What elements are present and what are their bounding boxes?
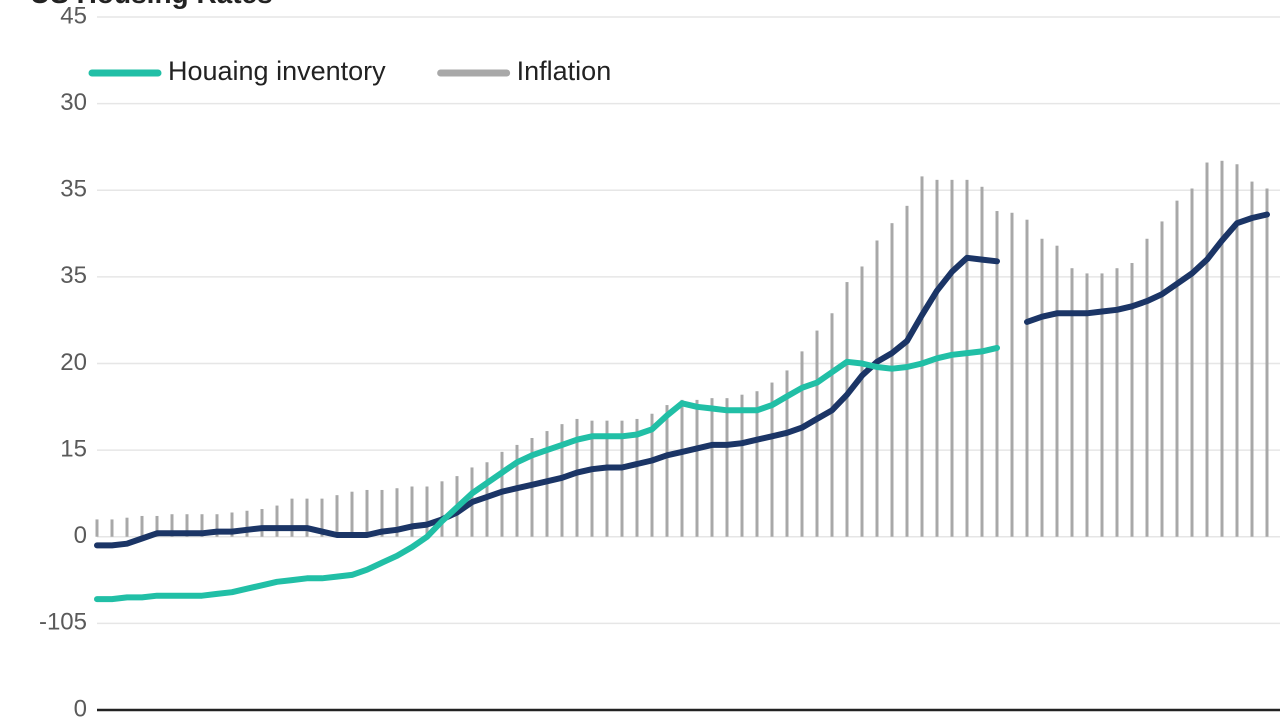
bar xyxy=(650,413,654,537)
bar xyxy=(770,382,774,537)
bar xyxy=(305,498,309,537)
bar xyxy=(815,330,819,537)
bar xyxy=(440,481,444,537)
bar xyxy=(1265,188,1269,537)
bar xyxy=(950,179,954,537)
bar xyxy=(890,223,894,537)
bar xyxy=(710,398,714,537)
bar xyxy=(410,486,414,537)
bar xyxy=(320,498,324,537)
bar xyxy=(395,488,399,537)
bar xyxy=(695,399,699,537)
bar xyxy=(1220,160,1224,537)
bar xyxy=(155,515,159,537)
y-tick-label: 45 xyxy=(60,2,87,29)
bar xyxy=(290,498,294,537)
bar xyxy=(1100,273,1104,537)
bar xyxy=(1130,263,1134,537)
bar xyxy=(830,313,834,537)
line xyxy=(94,211,1270,549)
bar xyxy=(170,514,174,537)
bar xyxy=(920,176,924,537)
bar xyxy=(740,394,744,537)
bar xyxy=(1205,162,1209,537)
bar xyxy=(995,211,999,537)
y-tick-label: 0 xyxy=(74,522,87,549)
bar xyxy=(95,519,99,537)
bar xyxy=(185,514,189,537)
legend-label: Inflation xyxy=(517,56,612,86)
bar xyxy=(620,420,624,537)
bar xyxy=(140,515,144,537)
bar xyxy=(575,418,579,537)
bar xyxy=(1055,245,1059,537)
line xyxy=(94,344,1000,603)
bar xyxy=(335,495,339,537)
bar xyxy=(785,370,789,537)
chart-title: US Housing Rates xyxy=(30,0,273,9)
bar xyxy=(275,505,279,537)
y-tick-label: -105 xyxy=(39,609,87,636)
bar xyxy=(245,510,249,537)
bar xyxy=(905,205,909,537)
bar xyxy=(1190,188,1194,537)
bar xyxy=(875,240,879,537)
bar xyxy=(230,512,234,537)
bar xyxy=(200,514,204,537)
bar xyxy=(800,351,804,537)
y-tick-label: 35 xyxy=(60,262,87,289)
bar xyxy=(110,519,114,537)
y-tick-label: 0 xyxy=(74,695,87,720)
bar xyxy=(1175,200,1179,537)
bar xyxy=(260,509,264,537)
bar xyxy=(350,491,354,537)
bar xyxy=(860,266,864,537)
bar xyxy=(755,391,759,537)
bar xyxy=(215,514,219,537)
bar xyxy=(125,517,129,537)
bar xyxy=(1025,219,1029,537)
y-tick-label: 35 xyxy=(60,176,87,203)
y-tick-label: 15 xyxy=(60,435,87,462)
y-tick-label: 20 xyxy=(60,349,87,376)
y-tick-label: 30 xyxy=(60,89,87,116)
bar xyxy=(380,489,384,537)
bar xyxy=(845,282,849,537)
bar xyxy=(1235,164,1239,537)
bar xyxy=(1010,212,1014,537)
bar xyxy=(965,179,969,537)
bar xyxy=(1250,181,1254,537)
bar xyxy=(1085,273,1089,537)
bar xyxy=(605,420,609,537)
bar xyxy=(1160,221,1164,537)
legend-label: Houaing inventory xyxy=(168,56,386,86)
bar xyxy=(635,418,639,537)
bar xyxy=(1145,238,1149,537)
bar xyxy=(590,420,594,537)
bar xyxy=(680,399,684,537)
bar xyxy=(1070,268,1074,537)
bar xyxy=(425,486,429,537)
bar xyxy=(725,398,729,537)
bar xyxy=(665,405,669,537)
bar xyxy=(365,489,369,537)
bar xyxy=(1115,268,1119,537)
bar xyxy=(980,186,984,537)
bar xyxy=(1040,238,1044,537)
